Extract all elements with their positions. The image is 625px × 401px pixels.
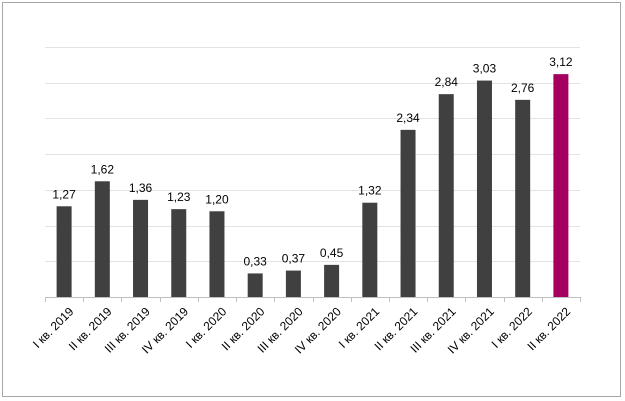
bar bbox=[94, 181, 110, 297]
bar bbox=[400, 129, 416, 297]
data-label: 2,76 bbox=[511, 81, 535, 95]
bar bbox=[515, 99, 531, 297]
bar bbox=[209, 211, 225, 297]
bar bbox=[438, 94, 454, 298]
bar bbox=[476, 80, 492, 297]
bar bbox=[324, 264, 340, 297]
data-label: 1,27 bbox=[52, 187, 76, 201]
data-label: 1,36 bbox=[129, 181, 153, 195]
bar bbox=[285, 270, 301, 297]
bar bbox=[553, 74, 569, 298]
bar bbox=[133, 199, 149, 297]
data-label: 2,34 bbox=[396, 111, 420, 125]
data-label: 1,23 bbox=[167, 190, 191, 204]
bar bbox=[171, 209, 187, 297]
data-label: 0,33 bbox=[243, 254, 267, 268]
data-label: 1,62 bbox=[91, 162, 115, 176]
data-label: 1,32 bbox=[358, 184, 382, 198]
bar bbox=[56, 206, 72, 297]
bar bbox=[247, 273, 263, 297]
data-label: 3,03 bbox=[473, 62, 497, 76]
bar bbox=[362, 202, 378, 297]
data-label: 0,37 bbox=[282, 252, 306, 266]
data-label: 2,84 bbox=[435, 75, 459, 89]
data-label: 3,12 bbox=[549, 55, 573, 69]
data-label: 1,20 bbox=[205, 192, 229, 206]
data-label: 0,45 bbox=[320, 246, 344, 260]
